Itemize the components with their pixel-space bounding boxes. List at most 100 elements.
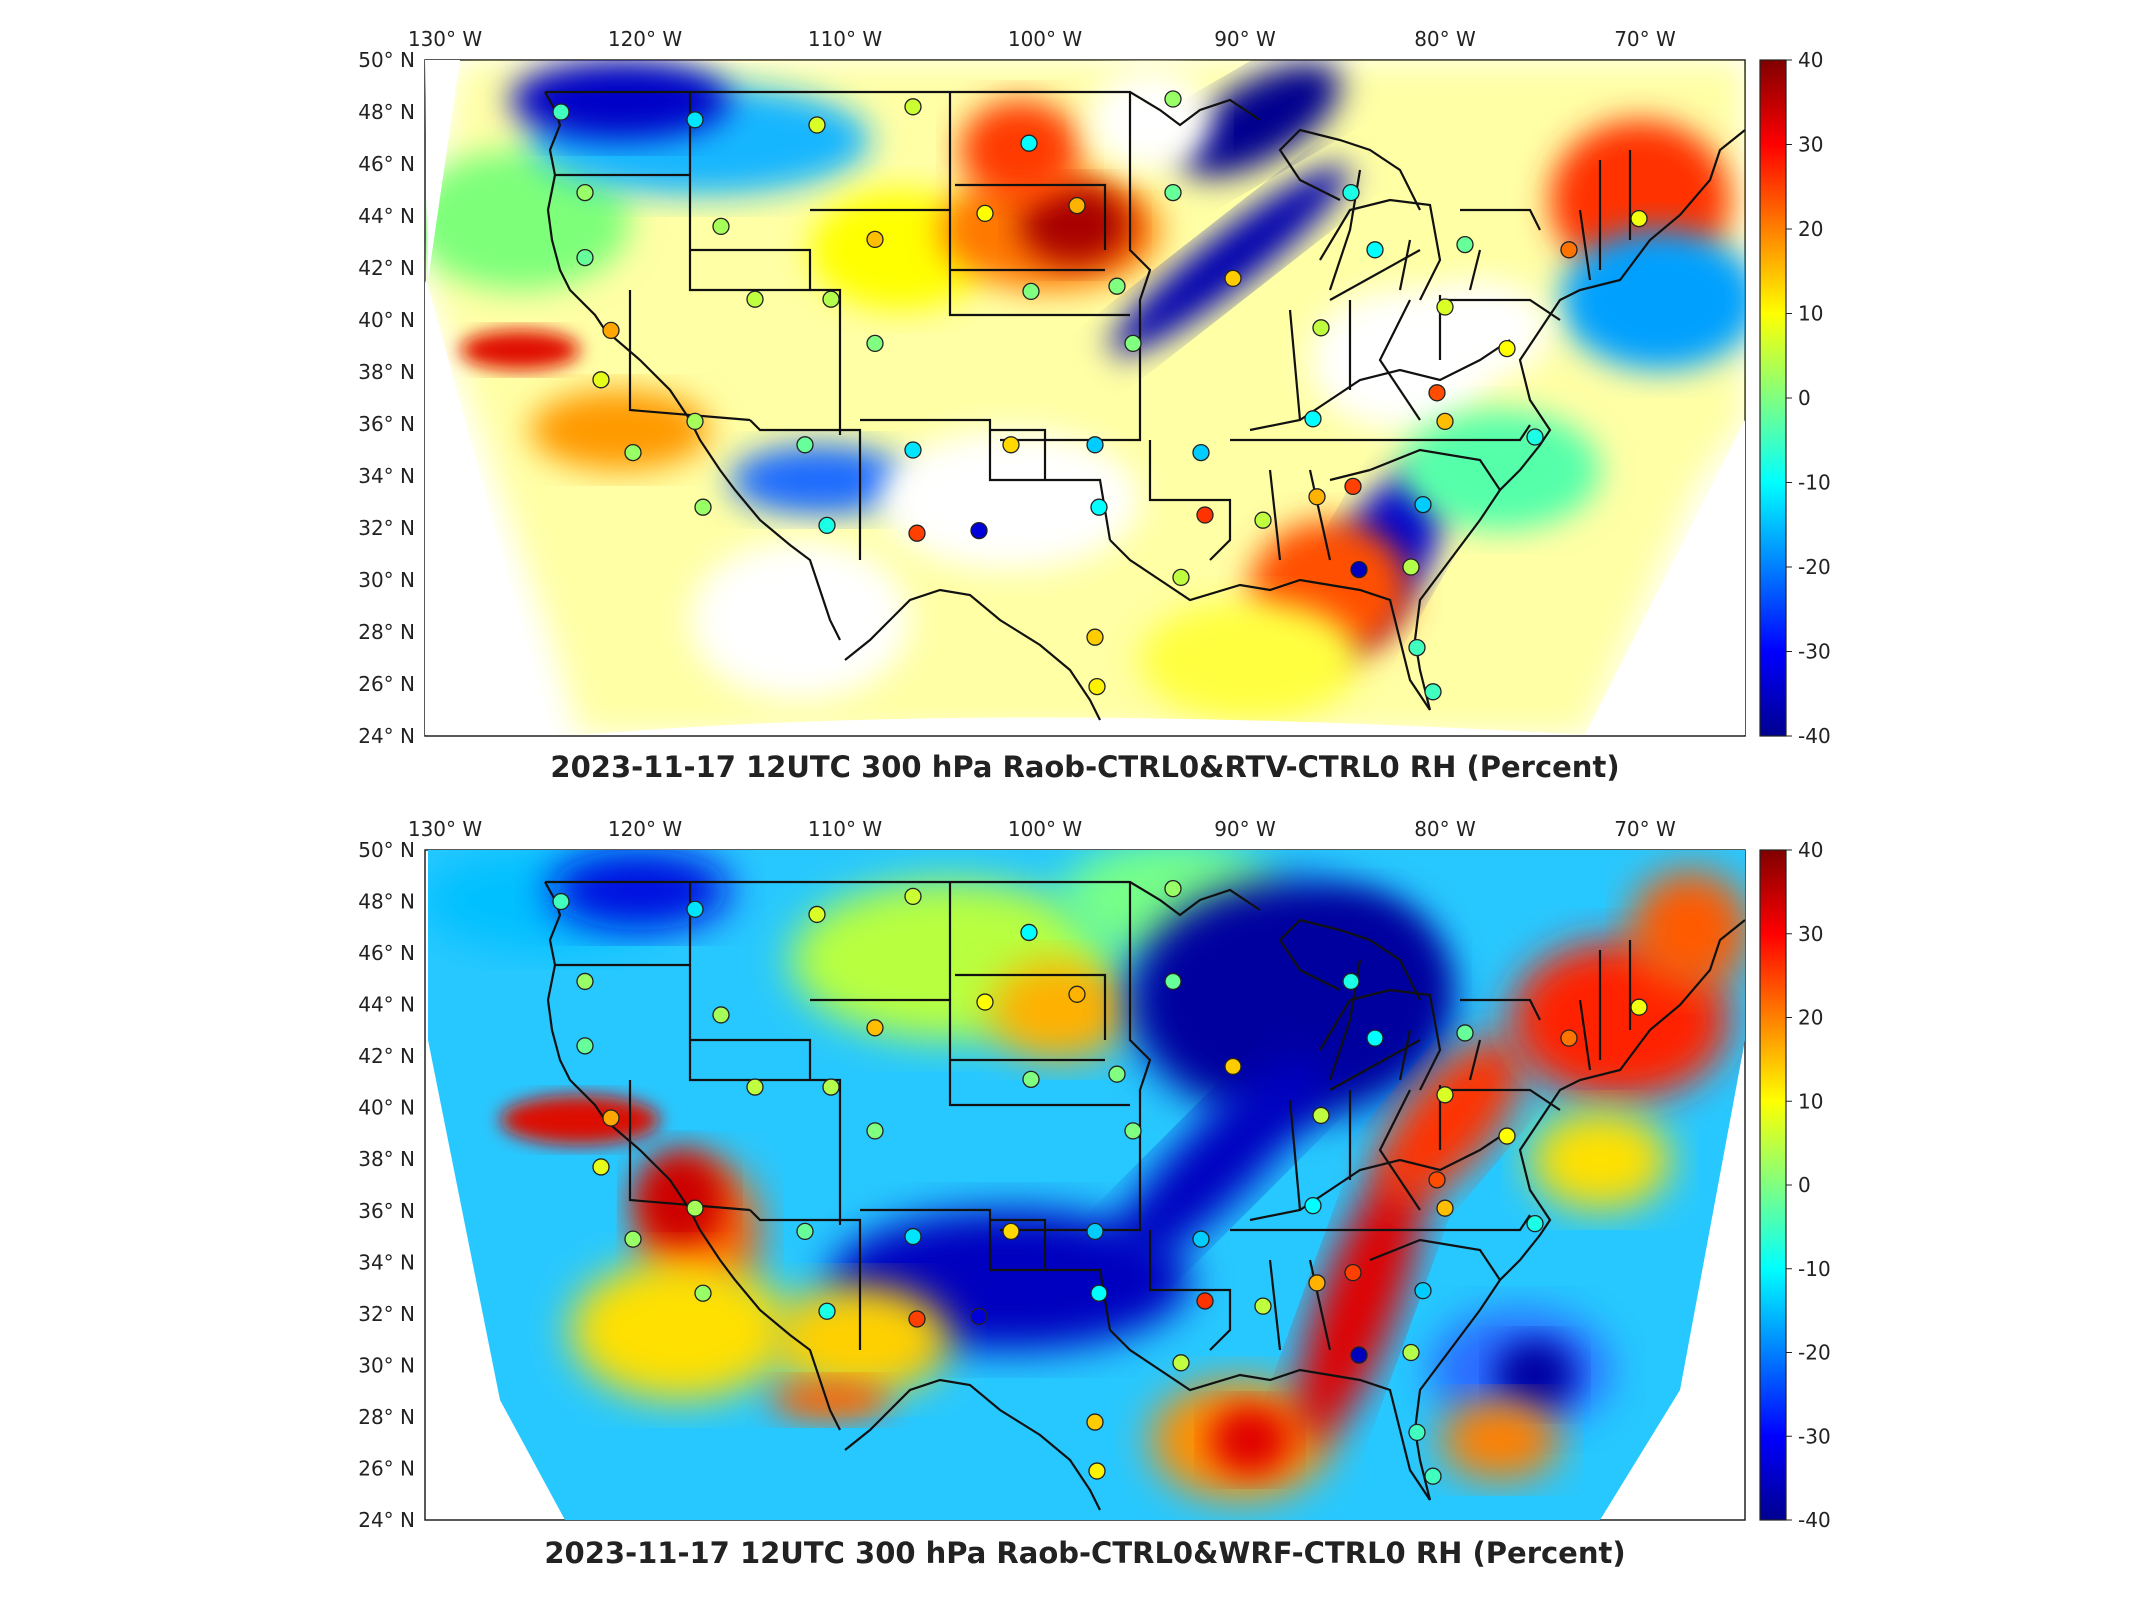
raob-station-marker xyxy=(1002,1222,1020,1241)
raob-station-marker xyxy=(818,516,836,535)
colorbar-tick-label: 0 xyxy=(1798,386,1811,410)
raob-station-marker xyxy=(796,436,814,454)
raob-station-marker xyxy=(1344,1263,1362,1282)
raob-station-marker xyxy=(1424,1467,1442,1485)
raob-station-marker xyxy=(904,98,922,116)
axes-bottom: 130° W 120° W 110° W 100° W 90° W 80° W 70° W 5… xyxy=(358,817,1676,1532)
raob-station-marker xyxy=(866,1122,884,1140)
raob-station-marker xyxy=(1560,1029,1578,1047)
raob-station-marker xyxy=(1428,384,1446,402)
y-tick-label: 38° N xyxy=(358,360,415,384)
y-tick-label: 36° N xyxy=(358,412,415,436)
raob-station-marker xyxy=(1456,1024,1474,1042)
colorbar-tick-label: 0 xyxy=(1798,1173,1811,1197)
raob-station-marker xyxy=(602,1109,620,1127)
y-tick-label: 50° N xyxy=(358,838,415,862)
y-tick-label: 24° N xyxy=(358,1508,415,1532)
raob-station-marker xyxy=(1408,638,1426,657)
y-tick-label: 46° N xyxy=(358,152,415,176)
raob-station-marker xyxy=(1526,428,1544,446)
raob-station-marker xyxy=(1088,1462,1106,1480)
map-panel-bottom xyxy=(424,849,1746,1521)
raob-station-marker xyxy=(1436,298,1454,316)
y-tick-label: 40° N xyxy=(358,1096,415,1120)
raob-station-marker xyxy=(1436,1086,1454,1104)
rh-field xyxy=(428,850,1745,1520)
y-tick-label: 44° N xyxy=(358,204,415,228)
raob-station-marker xyxy=(1312,1106,1330,1125)
y-tick-label: 42° N xyxy=(358,1044,415,1068)
raob-station-marker xyxy=(624,1230,642,1248)
raob-station-marker xyxy=(1108,277,1126,295)
raob-station-marker xyxy=(1088,677,1106,696)
raob-station-marker xyxy=(1164,90,1182,108)
raob-station-marker xyxy=(1498,1127,1516,1145)
raob-station-marker xyxy=(1342,183,1360,202)
raob-station-marker xyxy=(1436,412,1454,431)
x-tick-label: 110° W xyxy=(808,817,883,841)
colorbar-ramp xyxy=(1759,849,1787,1521)
y-tick-label: 30° N xyxy=(358,1353,415,1377)
y-tick-label: 24° N xyxy=(358,724,415,748)
raob-station-marker xyxy=(1002,436,1020,454)
colorbar-tick-label: 30 xyxy=(1798,922,1823,946)
raob-station-marker xyxy=(1164,183,1182,202)
raob-station-marker xyxy=(1196,506,1214,524)
raob-station-marker xyxy=(1498,339,1516,358)
raob-station-marker xyxy=(592,1158,610,1176)
raob-station-marker xyxy=(1086,1222,1104,1241)
raob-station-marker xyxy=(694,1284,712,1302)
raob-station-marker xyxy=(976,204,994,223)
x-tick-label: 120° W xyxy=(608,27,683,51)
raob-station-marker xyxy=(1436,1199,1454,1217)
raob-station-marker xyxy=(1068,196,1086,215)
station-markers xyxy=(552,880,1648,1485)
raob-station-marker xyxy=(1108,1065,1126,1083)
raob-station-marker xyxy=(904,887,922,906)
y-tick-label: 34° N xyxy=(358,464,415,488)
x-tick-label: 70° W xyxy=(1614,817,1676,841)
raob-station-marker xyxy=(822,1078,840,1096)
raob-station-marker xyxy=(1086,1413,1104,1431)
raob-station-marker xyxy=(808,905,826,924)
x-tick-label: 70° W xyxy=(1614,27,1676,51)
raob-station-marker xyxy=(552,892,570,911)
chart-title-bottom: 2023-11-17 12UTC 300 hPa Raob-CTRL0&WRF-… xyxy=(544,1536,1625,1570)
y-tick-label: 26° N xyxy=(358,672,415,696)
colorbar-tick-label: 30 xyxy=(1798,133,1823,157)
raob-station-marker xyxy=(1424,683,1442,701)
raob-station-marker xyxy=(1402,1343,1420,1362)
raob-station-marker xyxy=(1414,1282,1432,1300)
raob-station-marker xyxy=(1022,1070,1040,1088)
y-tick-label: 50° N xyxy=(358,48,415,72)
y-tick-label: 40° N xyxy=(358,308,415,332)
raob-station-marker xyxy=(686,900,704,918)
x-tick-label: 120° W xyxy=(608,817,683,841)
raob-station-marker xyxy=(1350,560,1368,579)
raob-station-marker xyxy=(602,321,620,340)
colorbar-tick-label: -20 xyxy=(1798,1341,1831,1365)
colorbar-tick-label: 10 xyxy=(1798,1089,1823,1113)
raob-station-marker xyxy=(712,1006,730,1024)
colorbar-tick-label: -20 xyxy=(1798,555,1831,579)
colorbar-tick-label: 10 xyxy=(1798,302,1823,326)
raob-station-marker xyxy=(1408,1423,1426,1442)
x-tick-label: 130° W xyxy=(408,27,483,51)
raob-station-marker xyxy=(1224,1057,1242,1076)
chart-title-top: 2023-11-17 12UTC 300 hPa Raob-CTRL0&RTV-… xyxy=(550,750,1619,784)
raob-station-marker xyxy=(818,1302,836,1320)
raob-station-marker xyxy=(1086,436,1104,454)
raob-station-marker xyxy=(1172,568,1190,587)
colorbar-tick-label: -40 xyxy=(1798,1508,1831,1532)
raob-station-marker xyxy=(1630,998,1648,1016)
raob-station-marker xyxy=(1342,972,1360,991)
y-tick-label: 48° N xyxy=(358,890,415,914)
y-tick-label: 44° N xyxy=(358,993,415,1017)
colorbar-top: 40 30 20 10 0 -10 -20 -30 -40 xyxy=(1759,48,1831,748)
axes-top: 130° W 120° W 110° W 100° W 90° W 80° W 70° W 5… xyxy=(358,27,1676,748)
raob-station-marker xyxy=(624,443,642,462)
raob-station-marker xyxy=(686,412,704,431)
raob-station-marker xyxy=(1414,495,1432,514)
raob-station-marker xyxy=(1366,1029,1384,1047)
raob-station-marker xyxy=(1526,1215,1544,1233)
